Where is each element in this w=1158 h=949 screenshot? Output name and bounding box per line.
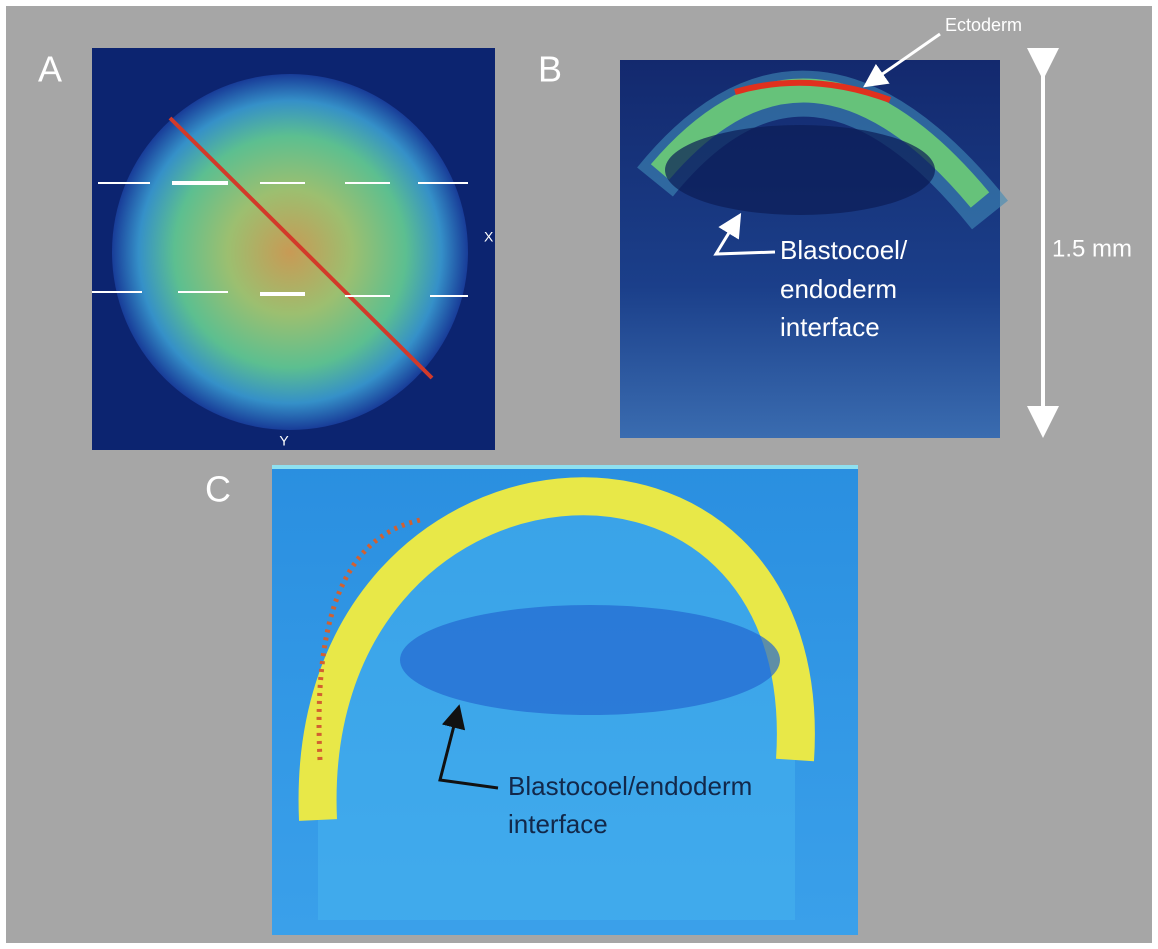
figure: A X Y B Ectoderm Blastocoel/ endoderm in… [0,0,1158,949]
annotation: interface [508,809,608,839]
embryo-top-view [112,74,468,430]
axis-label: X [484,229,494,245]
annotation: Blastocoel/endoderm [508,771,752,801]
annotation: interface [780,312,880,342]
panel-a: A X Y [38,48,495,450]
axis-label: Y [279,433,289,449]
panel-b: B Ectoderm Blastocoel/ endoderm interfac… [538,15,1132,438]
annotation: Blastocoel/ [780,235,908,265]
blastocoel [665,125,935,215]
panel-c: C Blastocoel/endoderm interface [205,465,858,935]
annotation: endoderm [780,274,897,304]
annotation: Ectoderm [945,15,1022,35]
page: A X Y B Ectoderm Blastocoel/ endoderm in… [0,0,1158,949]
blastocoel [400,605,780,715]
scale-label: 1.5 mm [1052,235,1132,262]
panel-label: A [38,49,62,90]
panel-label: B [538,49,562,90]
panel-label: C [205,469,231,510]
